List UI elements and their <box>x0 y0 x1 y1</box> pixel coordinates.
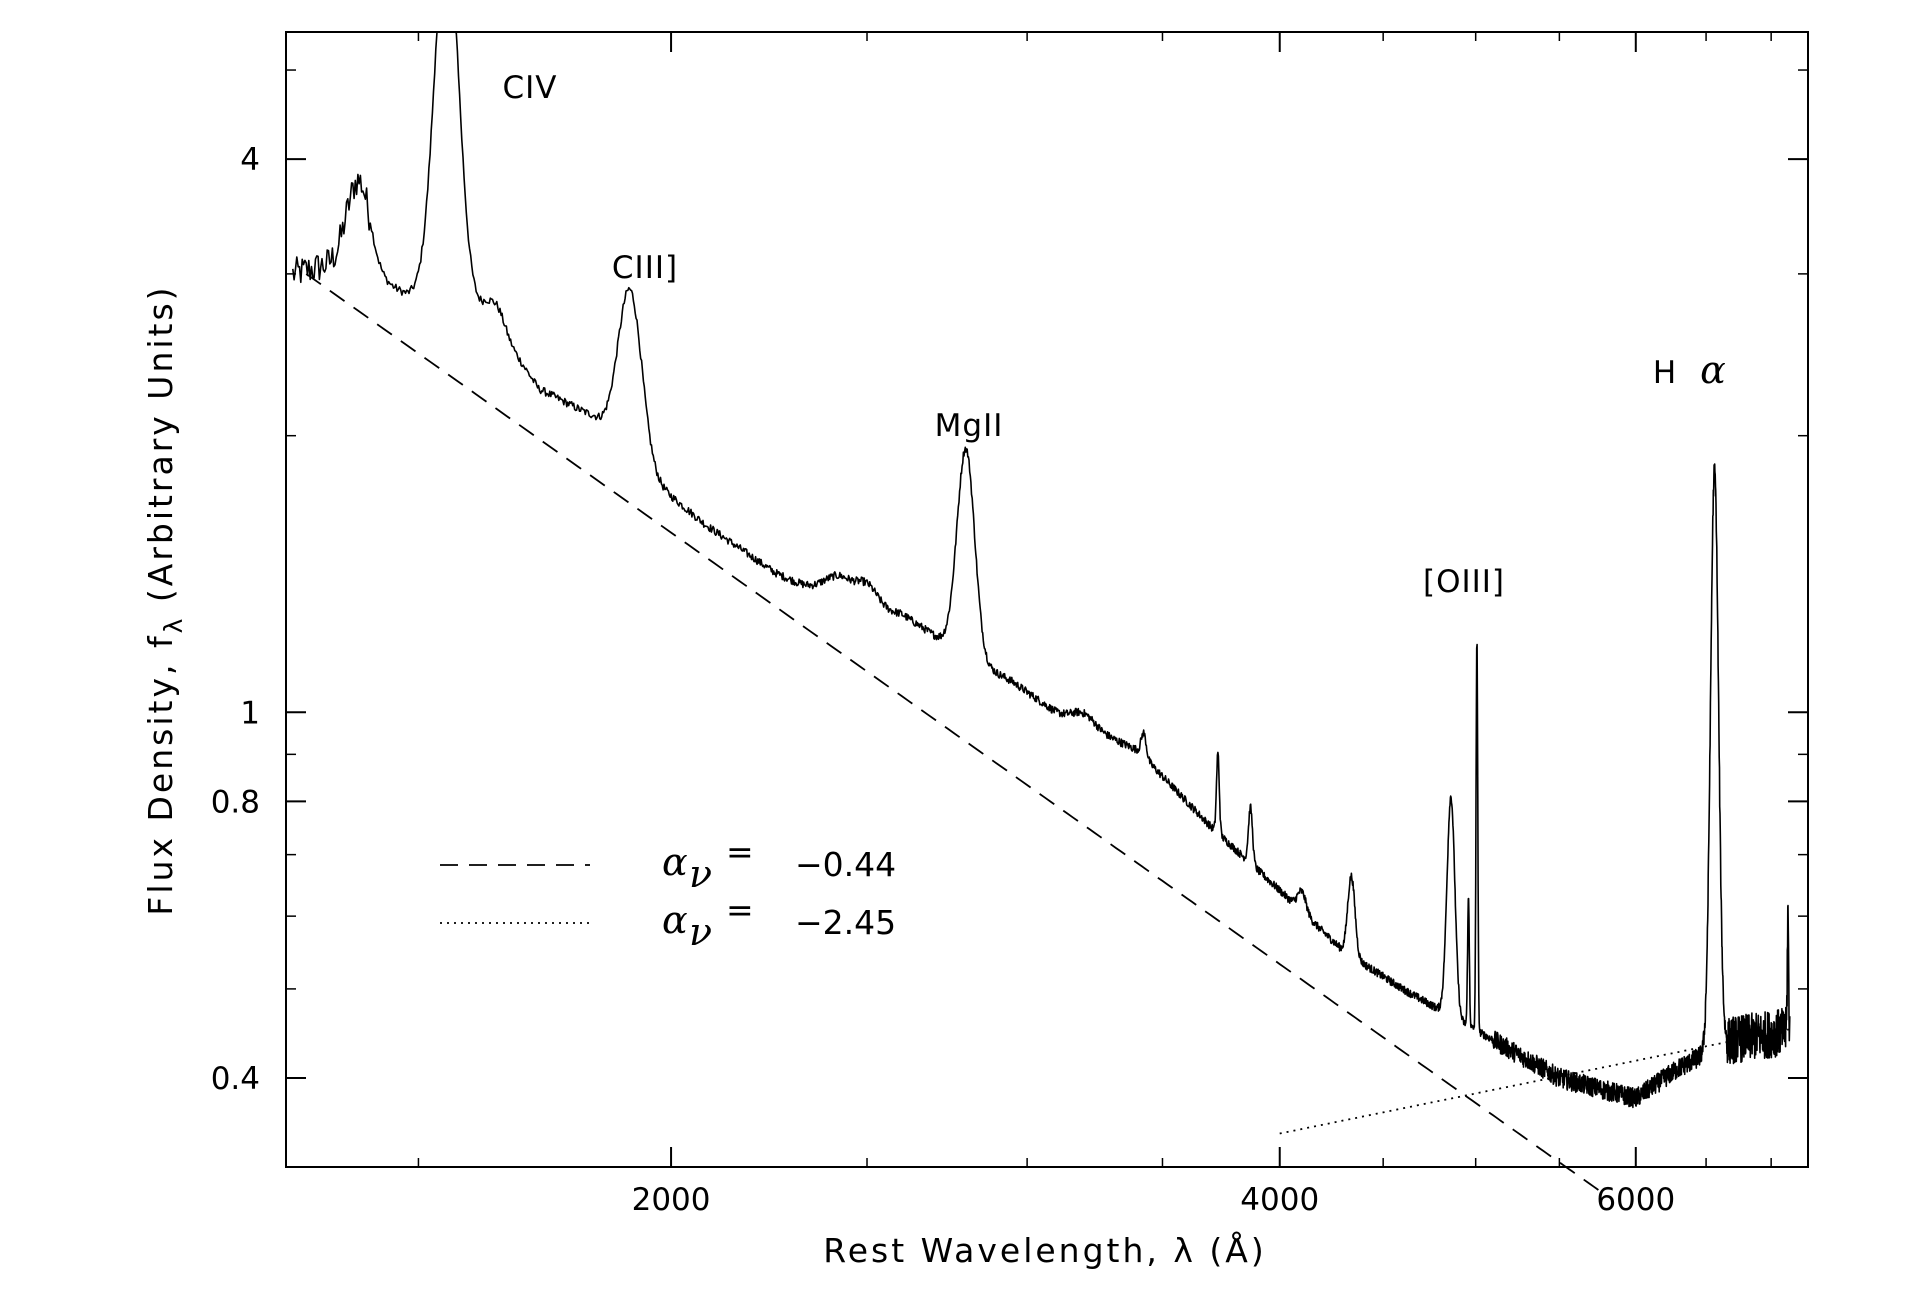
legend-value: −0.44 <box>795 845 896 884</box>
minor-ticks <box>286 32 1808 1167</box>
legend-equals: = <box>726 890 754 929</box>
x-axis-ticks: 2000 4000 6000 <box>632 32 1675 1218</box>
legend-nu-subscript: ν <box>689 852 712 896</box>
legend-alpha-symbol: α <box>662 898 688 942</box>
annotation-ciii: CIII] <box>612 250 678 286</box>
spectrum-series <box>292 31 1791 1197</box>
annotation-alpha-symbol: α <box>1700 348 1726 392</box>
legend-value: −2.45 <box>795 903 896 942</box>
y-tick-label: 0.8 <box>211 784 260 820</box>
legend: α ν = −0.44 α ν = −2.45 <box>440 832 896 954</box>
spectrum-line <box>292 31 1791 1109</box>
y-tick-label: 1 <box>240 695 260 731</box>
annotation-oiii: [OIII] <box>1423 564 1505 600</box>
svg-text:Flux Density, fλ (Arbitrary Un: Flux Density, fλ (Arbitrary Units) <box>141 284 188 915</box>
x-tick-label: 6000 <box>1596 1182 1675 1218</box>
legend-equals: = <box>726 832 754 871</box>
y-axis-title-main: Flux Density, f <box>141 633 180 915</box>
y-tick-label: 4 <box>240 142 260 178</box>
dotted-powerlaw-line <box>1279 1028 1789 1135</box>
legend-nu-subscript: ν <box>689 910 712 954</box>
legend-alpha-symbol: α <box>662 840 688 884</box>
y-tick-label: 0.4 <box>211 1061 260 1097</box>
line-annotations: CIV CIII] MgII [OIII] H α <box>503 70 1726 600</box>
x-tick-label: 4000 <box>1240 1182 1319 1218</box>
annotation-h: H <box>1653 355 1677 391</box>
annotation-civ: CIV <box>503 70 558 106</box>
y-axis-title: Flux Density, fλ (Arbitrary Units) <box>141 284 188 915</box>
x-tick-label: 2000 <box>632 1182 711 1218</box>
y-axis-title-subscript: λ <box>159 616 188 634</box>
y-axis-ticks: 0.4 0.8 1 4 <box>211 142 1808 1097</box>
annotation-mgii: MgII <box>935 408 1004 444</box>
y-axis-title-tail: (Arbitrary Units) <box>141 284 180 615</box>
plot-frame <box>285 31 1809 1168</box>
x-axis-title: Rest Wavelength, λ (Å) <box>823 1230 1266 1270</box>
